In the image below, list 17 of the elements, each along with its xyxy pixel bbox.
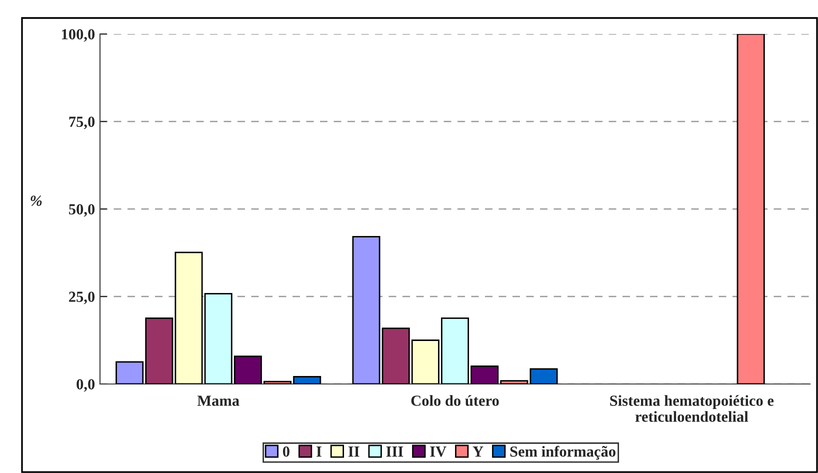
y-tick-label: 0,0 [76,379,95,392]
legend-label: II [348,446,360,457]
y-tick-label: 100,0 [62,29,95,42]
y-tick-label: 75,0 [69,116,95,130]
x-tick-label: Colo do útero [411,395,499,406]
x-tick-label: Mama [197,396,240,406]
y-axis-title: % [30,196,42,206]
legend-label: I [316,446,322,457]
legend-label: 0 [282,446,290,457]
legend-label: III [386,446,404,457]
y-tick-label: 25,0 [69,292,95,304]
x-tick-label: Sistema hematopoiético e reticuloendotelial [610,395,774,422]
bar [736,34,765,384]
legend-label: Sem informação [510,446,616,460]
legend-label: IV [430,446,446,457]
legend-label: Y [472,446,484,457]
y-tick-label: 50,0 [69,204,95,217]
